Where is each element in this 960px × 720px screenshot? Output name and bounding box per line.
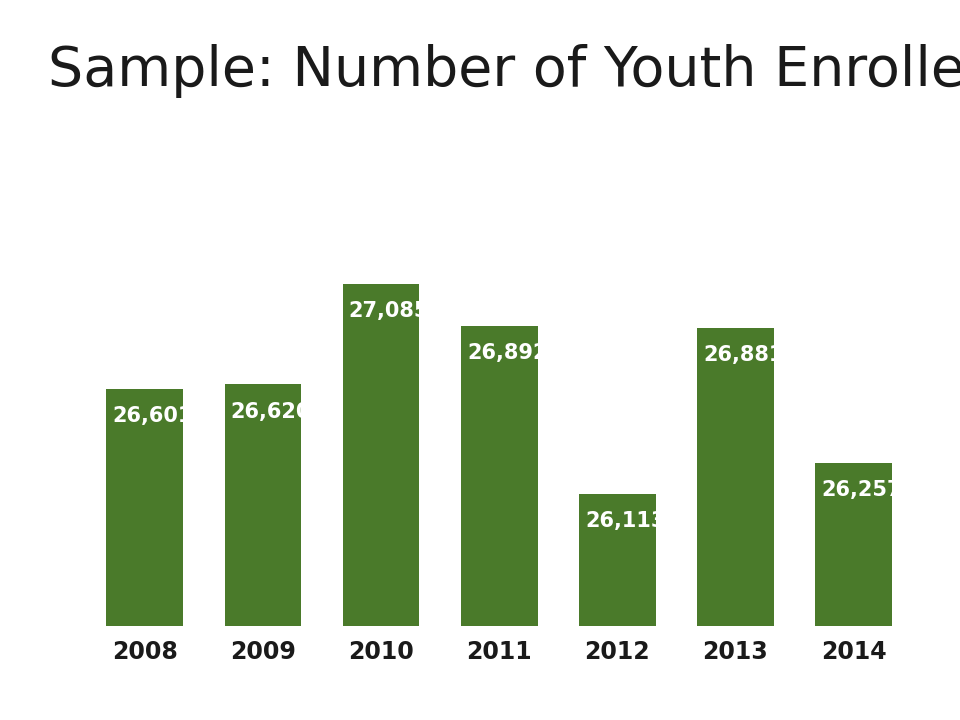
Text: 26,881: 26,881 xyxy=(703,346,783,365)
Text: 26,113: 26,113 xyxy=(585,511,665,531)
Text: 26,892: 26,892 xyxy=(467,343,547,363)
Text: 26,601: 26,601 xyxy=(112,406,193,426)
Bar xyxy=(225,384,301,720)
Bar xyxy=(343,284,420,720)
Bar xyxy=(107,389,183,720)
Bar xyxy=(461,325,538,720)
Text: 27,085: 27,085 xyxy=(348,301,429,321)
Text: 26,257: 26,257 xyxy=(822,480,901,500)
Text: Sample: Number of Youth Enrolled: Sample: Number of Youth Enrolled xyxy=(48,44,960,98)
Text: 26,620: 26,620 xyxy=(230,402,311,422)
Bar xyxy=(815,463,892,720)
Bar xyxy=(697,328,774,720)
Bar xyxy=(579,494,656,720)
